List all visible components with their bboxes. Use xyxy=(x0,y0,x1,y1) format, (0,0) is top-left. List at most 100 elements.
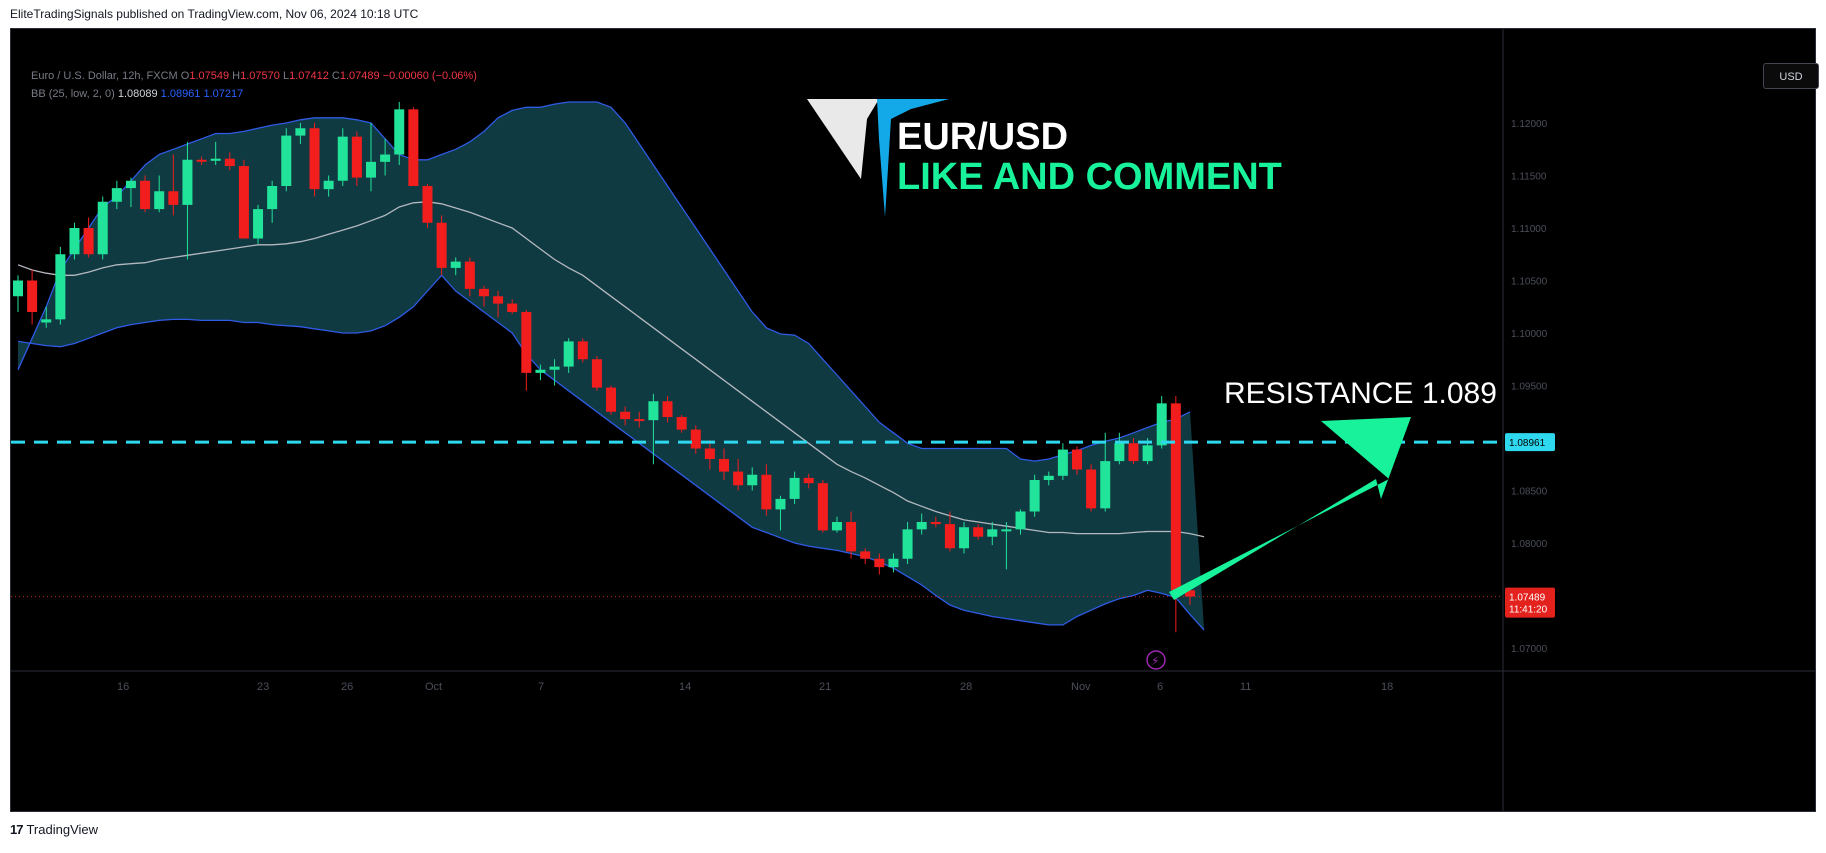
candle[interactable] xyxy=(733,459,744,491)
candle-body[interactable] xyxy=(1156,403,1167,446)
candle[interactable] xyxy=(478,285,489,307)
candle[interactable] xyxy=(577,338,588,363)
candle[interactable] xyxy=(351,131,362,186)
candle[interactable] xyxy=(987,522,998,546)
candle-body[interactable] xyxy=(733,471,744,486)
currency-button[interactable]: USD xyxy=(1763,63,1819,89)
candle[interactable] xyxy=(309,123,320,197)
candle[interactable] xyxy=(323,175,334,197)
candle[interactable] xyxy=(648,393,659,465)
candle-body[interactable] xyxy=(704,448,715,460)
candle[interactable] xyxy=(959,522,970,554)
chart-frame[interactable]: EUR/USD LIKE AND COMMENT RESISTANCE 1.089 ⚡… xyxy=(10,28,1819,812)
candle-body[interactable] xyxy=(662,401,673,417)
candle-body[interactable] xyxy=(281,135,292,186)
candle[interactable] xyxy=(902,522,913,564)
candle-body[interactable] xyxy=(493,296,504,304)
candle-body[interactable] xyxy=(97,201,108,255)
candle[interactable] xyxy=(846,511,857,559)
candle[interactable] xyxy=(182,141,193,260)
candle[interactable] xyxy=(111,180,122,210)
candle-body[interactable] xyxy=(1114,443,1125,462)
candle[interactable] xyxy=(238,159,249,239)
candle-body[interactable] xyxy=(634,419,645,422)
candle[interactable] xyxy=(1001,522,1012,570)
candle-body[interactable] xyxy=(13,280,23,297)
candle-body[interactable] xyxy=(408,109,419,186)
candle-body[interactable] xyxy=(690,429,701,449)
candle[interactable] xyxy=(97,196,108,260)
candle[interactable] xyxy=(281,128,292,192)
candle-body[interactable] xyxy=(648,401,659,421)
candle-body[interactable] xyxy=(436,222,447,268)
candle-body[interactable] xyxy=(253,209,264,239)
candle[interactable] xyxy=(1057,443,1068,480)
candle[interactable] xyxy=(422,183,433,228)
candles[interactable] xyxy=(13,102,1195,633)
candle-body[interactable] xyxy=(987,529,998,537)
candle-body[interactable] xyxy=(775,498,786,510)
candle-body[interactable] xyxy=(1001,529,1012,532)
candle[interactable] xyxy=(874,553,885,575)
candle-body[interactable] xyxy=(959,527,970,549)
candle-body[interactable] xyxy=(1142,445,1153,462)
candle-body[interactable] xyxy=(930,522,941,525)
price-axis[interactable]: 1.12000 1.11500 1.11000 1.10500 1.10000 1.095… xyxy=(1502,29,1555,811)
candle-body[interactable] xyxy=(125,180,136,189)
candle[interactable] xyxy=(394,102,405,165)
candle[interactable] xyxy=(817,480,828,533)
candle-body[interactable] xyxy=(676,417,687,430)
candle-body[interactable] xyxy=(591,359,602,388)
candle[interactable] xyxy=(930,516,941,528)
candle-body[interactable] xyxy=(450,261,461,268)
candle-body[interactable] xyxy=(1057,449,1068,476)
candle-body[interactable] xyxy=(55,254,66,320)
candle-body[interactable] xyxy=(902,529,913,559)
candle[interactable] xyxy=(1128,438,1139,465)
candle[interactable] xyxy=(464,257,475,297)
candle-body[interactable] xyxy=(394,109,405,155)
candle[interactable] xyxy=(1156,396,1167,449)
candle-body[interactable] xyxy=(535,369,546,373)
candle[interactable] xyxy=(267,180,278,223)
candle[interactable] xyxy=(253,204,264,244)
candle[interactable] xyxy=(27,270,38,325)
candle-body[interactable] xyxy=(196,159,207,162)
candle-body[interactable] xyxy=(1100,461,1111,509)
candle[interactable] xyxy=(521,309,532,391)
candle[interactable] xyxy=(125,177,136,207)
candle[interactable] xyxy=(676,414,687,433)
candle-body[interactable] xyxy=(182,159,193,205)
candle[interactable] xyxy=(535,364,546,381)
candle-body[interactable] xyxy=(224,158,235,167)
candle-body[interactable] xyxy=(846,522,857,552)
candle-body[interactable] xyxy=(380,154,391,162)
candle[interactable] xyxy=(1086,464,1097,512)
candle[interactable] xyxy=(1029,474,1040,517)
candle[interactable] xyxy=(549,359,560,386)
candle[interactable] xyxy=(196,156,207,165)
candle-body[interactable] xyxy=(916,522,927,530)
candle[interactable] xyxy=(761,464,772,516)
candle[interactable] xyxy=(1100,432,1111,512)
candle-body[interactable] xyxy=(464,261,475,289)
candle-body[interactable] xyxy=(888,558,899,568)
candle-body[interactable] xyxy=(761,474,772,510)
candle-body[interactable] xyxy=(606,387,617,412)
candle[interactable] xyxy=(55,246,66,325)
candle[interactable] xyxy=(860,548,871,564)
candle[interactable] xyxy=(944,511,955,552)
candle[interactable] xyxy=(493,291,504,318)
candle[interactable] xyxy=(41,306,52,328)
candle-body[interactable] xyxy=(563,341,574,367)
candle-body[interactable] xyxy=(1170,403,1181,591)
candle-body[interactable] xyxy=(337,136,348,181)
candle[interactable] xyxy=(606,385,617,415)
candle-body[interactable] xyxy=(831,522,842,531)
candle[interactable] xyxy=(450,257,461,276)
candle[interactable] xyxy=(13,275,23,312)
candle-body[interactable] xyxy=(83,228,94,255)
candle[interactable] xyxy=(366,123,376,192)
candle[interactable] xyxy=(380,138,391,176)
